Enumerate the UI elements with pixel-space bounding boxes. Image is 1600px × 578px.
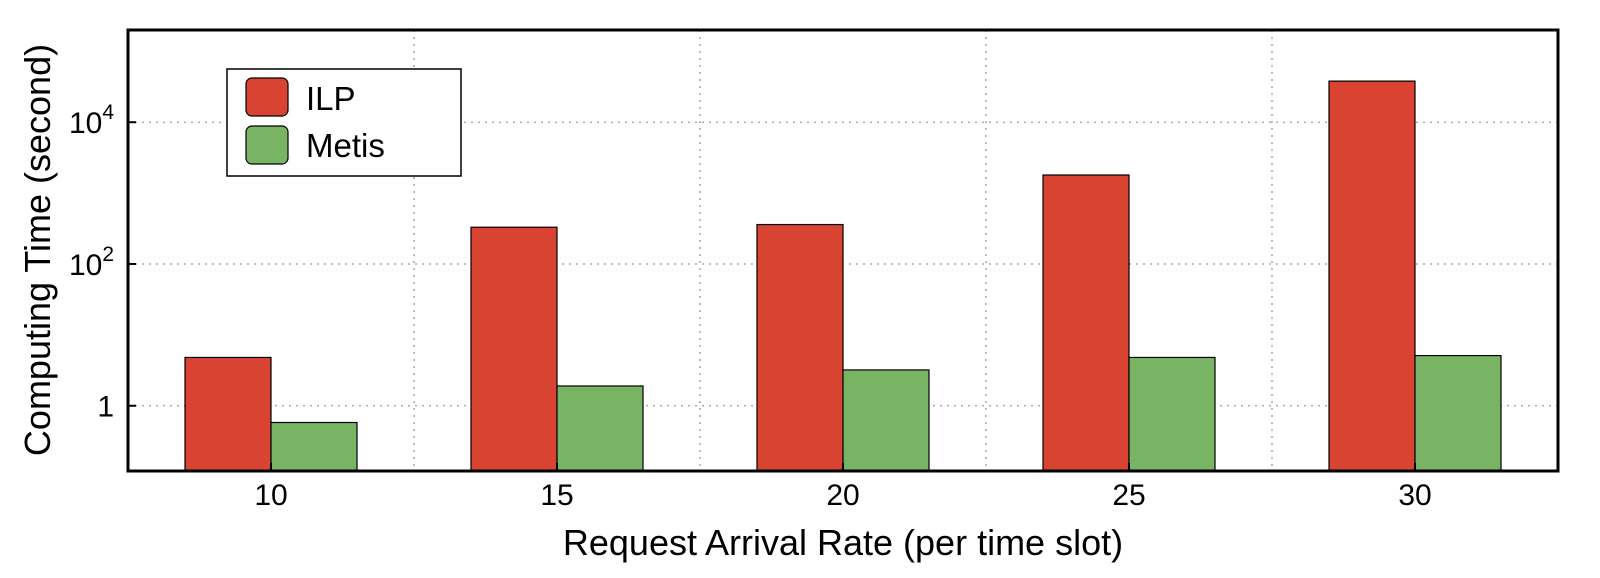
x-tick-label: 15 (540, 479, 573, 512)
x-axis-title: Request Arrival Rate (per time slot) (563, 522, 1123, 563)
y-axis-title: Computing Time (second) (17, 44, 58, 456)
legend-label-ilp: ILP (306, 80, 356, 117)
x-tick-label: 10 (254, 479, 287, 512)
y-tick-labels: 1 102 104 (69, 101, 136, 424)
bar-ilp-10 (184, 356, 272, 472)
bar-ilp-30 (1328, 80, 1416, 472)
legend-swatch-ilp (245, 77, 289, 117)
legend-swatch-metis (245, 125, 289, 165)
x-tick-label: 30 (1398, 479, 1431, 512)
bar-metis-30 (1414, 354, 1502, 472)
bar-ilp-20 (756, 223, 844, 472)
bars (184, 80, 1502, 472)
y-tick-label: 104 (69, 101, 114, 140)
bar-metis-25 (1128, 356, 1216, 472)
y-tick-label: 102 (69, 243, 114, 282)
bar-metis-20 (842, 369, 930, 472)
bar-metis-10 (270, 421, 358, 472)
x-tick-label: 25 (1112, 479, 1145, 512)
y-tick-label: 1 (97, 391, 114, 424)
bar-metis-15 (556, 385, 644, 472)
x-tick-label: 20 (826, 479, 859, 512)
x-tick-labels: 10 15 20 25 30 (254, 463, 1432, 512)
legend-label-metis: Metis (306, 127, 385, 164)
bar-ilp-25 (1042, 174, 1130, 472)
legend: ILP Metis (226, 68, 462, 177)
bar-ilp-15 (470, 226, 558, 472)
